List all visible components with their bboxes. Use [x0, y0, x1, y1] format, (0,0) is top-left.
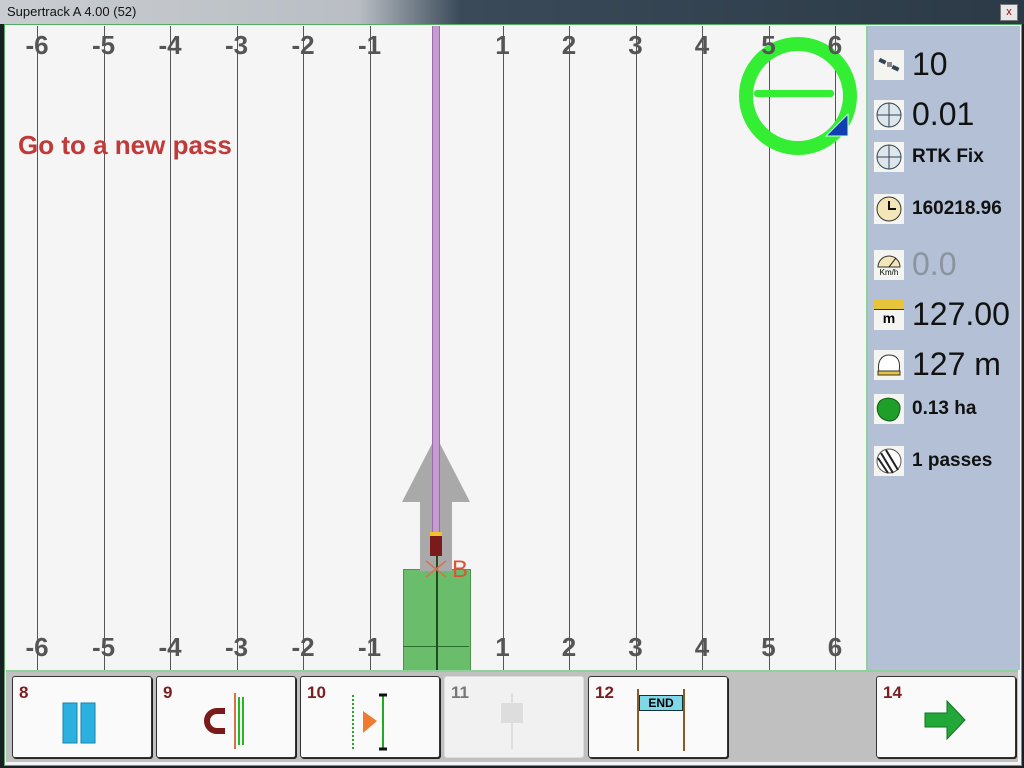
clock-icon [874, 194, 904, 224]
top-tick-label: 1 [495, 30, 510, 60]
top-tick-label: 6 [827, 30, 843, 60]
button-number: 9 [163, 683, 173, 702]
next-button[interactable]: 14 [876, 676, 1016, 758]
speedometer-icon: Km/h [874, 249, 904, 280]
accuracy-row: 0.01 [874, 96, 974, 133]
speed-value: 0.0 [912, 246, 957, 282]
speed-row: Km/h 0.0 [874, 246, 956, 283]
end-icon: END [637, 689, 685, 751]
implement-width: 127.00 [912, 296, 1010, 332]
centerline [436, 546, 438, 670]
snap-button[interactable]: 9 [156, 676, 296, 758]
button-number: 11 [451, 683, 469, 702]
end-label: END [639, 695, 683, 711]
passes-row: 1 passes [874, 446, 992, 476]
crosshair-icon [874, 142, 904, 172]
speed-unit: Km/h [879, 268, 899, 277]
ruler-icon: m [874, 299, 904, 330]
pause-icon [62, 702, 96, 744]
status-sidebar: 10 0.01 RTK Fix 160218.96 Km/h 0.0 m 127… [866, 26, 1020, 670]
point-b-marker-icon [425, 560, 447, 578]
steering-indicator [739, 37, 857, 155]
satellite-icon [874, 49, 904, 80]
arrow-right-icon [924, 699, 966, 741]
grid-line [37, 26, 38, 670]
top-tick-label: -2 [291, 30, 315, 60]
guidance-map[interactable]: Go to a new pass B -6 -6 -5 -5 -4 -4 -3 -3 -2 -2 -… [6, 26, 866, 670]
top-tick-label: 2 [561, 30, 577, 60]
top-tick-label: -5 [91, 30, 116, 60]
toolbar: 8 9 10 11 12 END 14 [6, 670, 1018, 762]
field-distance-icon [874, 349, 904, 380]
gps-time: 160218.96 [912, 198, 1002, 219]
grid-line [635, 26, 637, 670]
grid-line [502, 26, 504, 670]
button-number: 8 [19, 683, 29, 702]
area-value: 0.13 ha [912, 398, 977, 419]
accuracy-value: 0.01 [912, 96, 975, 132]
area-row: 0.13 ha [874, 394, 976, 424]
end-button[interactable]: 12 END [588, 676, 728, 758]
checkered-flag-icon [501, 693, 523, 749]
area-icon [874, 394, 904, 424]
button-number: 14 [883, 683, 902, 702]
grid-line [702, 26, 703, 670]
passes-count: 1 passes [912, 450, 993, 471]
top-tick-label: -6 [25, 30, 49, 60]
passes-icon [874, 446, 904, 476]
point-b-label: B [452, 556, 469, 583]
status-message: Go to a new pass [18, 130, 232, 160]
top-tick-label: -4 [158, 30, 182, 60]
top-tick-label: 5 [761, 30, 776, 60]
satellites-row: 10 [874, 46, 948, 83]
guide-line [432, 26, 440, 546]
time-row: 160218.96 [874, 194, 1002, 224]
satellite-count: 10 [912, 46, 948, 82]
width-unit: m [882, 309, 896, 326]
bottom-tick-label: -2 [291, 632, 315, 662]
top-tick-label: 3 [628, 30, 643, 60]
magnet-snap-icon [204, 693, 244, 749]
bottom-tick-label: -5 [91, 632, 116, 662]
bottom-tick-label: -3 [224, 632, 249, 662]
fix-type: RTK Fix [912, 146, 984, 167]
grid-line [569, 26, 570, 670]
bottom-tick-label: 2 [561, 632, 577, 662]
distance-row: 127 m [874, 346, 1001, 383]
grid-line [103, 26, 105, 670]
bottom-tick-label: -6 [25, 632, 49, 662]
bottom-tick-label: 1 [495, 632, 510, 662]
fix-row: RTK Fix [874, 142, 984, 172]
grid-line [835, 26, 836, 670]
grid-line [170, 26, 171, 670]
bottom-tick-label: -4 [158, 632, 182, 662]
grid-line [768, 26, 770, 670]
flag-button[interactable]: 11 [444, 676, 584, 758]
top-tick-label: -3 [224, 30, 249, 60]
top-tick-label: -1 [357, 30, 382, 60]
bottom-tick-label: -1 [357, 632, 382, 662]
bottom-tick-label: 6 [827, 632, 843, 662]
tractor-icon [430, 532, 442, 556]
pause-button[interactable]: 8 [12, 676, 152, 758]
title-bar: Supertrack A 4.00 (52) x [0, 0, 1024, 24]
bottom-tick-label: 3 [628, 632, 643, 662]
next-pass-button[interactable]: 10 [300, 676, 440, 758]
close-button[interactable]: x [1000, 4, 1018, 21]
grid-line [236, 26, 238, 670]
window-title: Supertrack A 4.00 (52) [7, 4, 137, 19]
next-pass-icon [352, 693, 387, 751]
width-row: m 127.00 [874, 296, 1010, 333]
bottom-tick-label: 4 [694, 632, 710, 662]
top-tick-label: 4 [694, 30, 710, 60]
bottom-tick-label: 5 [761, 632, 776, 662]
distance-value: 127 m [912, 346, 1001, 382]
grid-line [303, 26, 304, 670]
grid-line [369, 26, 371, 670]
crosshair-icon [874, 99, 904, 130]
button-number: 12 [595, 683, 614, 702]
button-number: 10 [307, 683, 326, 702]
